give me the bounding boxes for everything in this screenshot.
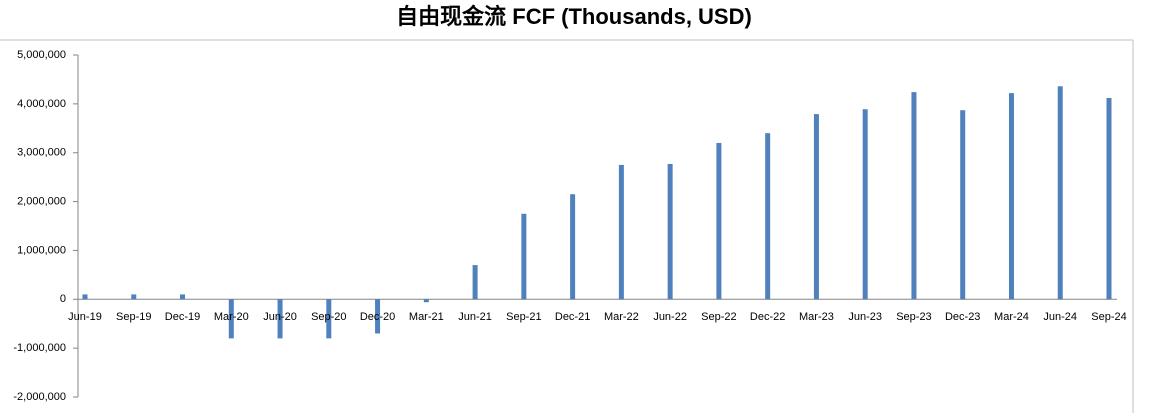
y-tick-label: 5,000,000 [17,49,66,61]
x-tick-label: Dec-20 [360,311,395,323]
x-tick-label: Jun-22 [653,311,687,323]
bar [521,213,527,300]
bar [228,299,234,339]
x-tick-label: Dec-19 [165,311,200,323]
y-tick-label: 0 [60,293,66,305]
y-tick-label: 2,000,000 [17,195,66,207]
x-tick-label: Jun-19 [68,311,102,323]
x-tick-label: Mar-23 [799,311,834,323]
bar [765,133,771,300]
bar [472,265,478,300]
x-tick-label: Sep-22 [701,311,736,323]
x-tick-label: Dec-22 [750,311,785,323]
bar [180,294,186,300]
x-tick-label: Mar-21 [409,311,444,323]
x-tick-label: Jun-21 [458,311,492,323]
x-tick-label: Sep-19 [116,311,151,323]
bar [1057,86,1063,300]
chart-title: 自由现金流 FCF (Thousands, USD) [396,4,752,29]
x-tick-label: Mar-20 [214,311,249,323]
x-tick-label: Sep-20 [311,311,346,323]
bar [277,299,283,339]
y-tick-label: -1,000,000 [13,342,66,354]
bar [423,299,429,303]
y-tick-label: 4,000,000 [17,98,66,110]
x-tick-label: Dec-21 [555,311,590,323]
x-tick-label: Sep-23 [896,311,931,323]
bar [82,294,88,300]
y-tick-label: -2,000,000 [13,391,66,403]
bar [862,109,868,300]
x-tick-label: Jun-24 [1043,311,1077,323]
x-tick-label: Dec-23 [945,311,980,323]
x-tick-label: Mar-24 [994,311,1029,323]
bar [618,164,624,300]
x-tick-label: Sep-24 [1091,311,1126,323]
bar [375,299,381,334]
bar [570,194,576,300]
bar [1008,93,1014,300]
bar [1106,97,1112,300]
x-tick-label: Jun-23 [848,311,882,323]
bar [911,92,917,300]
x-tick-label: Sep-21 [506,311,541,323]
x-tick-label: Mar-22 [604,311,639,323]
bar [667,163,673,300]
bar [326,299,332,339]
bar [131,294,137,300]
x-tick-label: Jun-20 [263,311,297,323]
bar [716,142,722,300]
y-tick-label: 1,000,000 [17,244,66,256]
bar [960,110,966,300]
bar [813,114,819,300]
y-tick-label: 3,000,000 [17,147,66,159]
